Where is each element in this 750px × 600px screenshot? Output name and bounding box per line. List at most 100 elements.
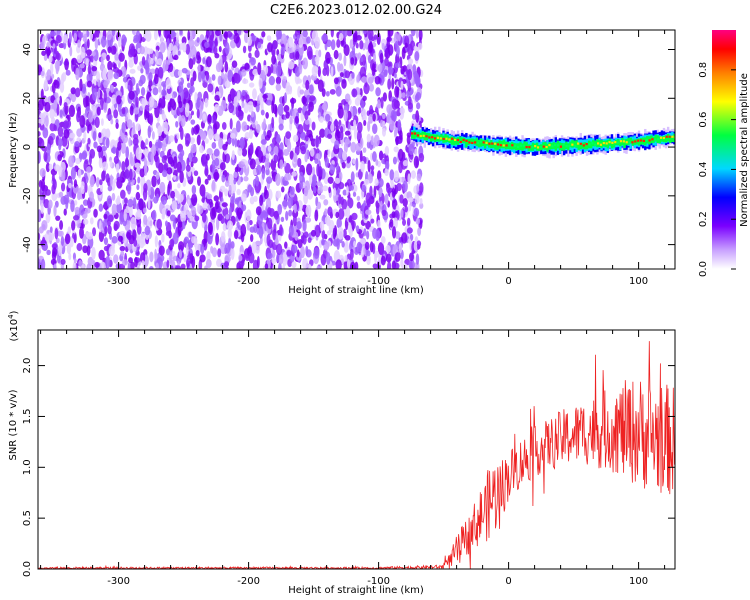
noise-speck	[323, 100, 327, 113]
noise-speck	[193, 170, 199, 177]
noise-speck	[150, 152, 154, 162]
noise-speck	[282, 253, 288, 266]
noise-speck	[204, 265, 208, 269]
noise-speck	[250, 57, 256, 66]
noise-speck	[207, 174, 212, 181]
noise-speck	[344, 70, 351, 79]
noise-speck	[299, 171, 304, 184]
noise-speck	[377, 63, 383, 73]
noise-speck	[215, 232, 220, 246]
noise-speck	[76, 128, 83, 138]
noise-speck	[202, 113, 207, 121]
noise-speck	[79, 63, 85, 69]
noise-speck	[180, 263, 186, 269]
noise-speck	[236, 188, 241, 196]
noise-speck	[40, 70, 45, 77]
signal-peak	[522, 144, 525, 147]
noise-speck	[38, 151, 41, 164]
noise-speck	[296, 249, 300, 258]
noise-speck	[80, 151, 87, 160]
signal-band-green	[498, 140, 501, 149]
noise-speck	[179, 170, 184, 184]
noise-speck	[88, 110, 94, 123]
noise-speck	[140, 141, 146, 150]
noise-speck	[225, 214, 230, 220]
noise-speck	[287, 36, 294, 48]
noise-speck	[98, 249, 105, 261]
noise-speck	[274, 238, 279, 246]
noise-speck	[89, 217, 94, 225]
noise-speck	[319, 194, 326, 200]
noise-speck	[175, 31, 179, 43]
noise-speck	[310, 147, 315, 157]
noise-speck	[70, 200, 75, 213]
noise-speck	[163, 30, 168, 39]
noise-speck	[113, 155, 119, 164]
noise-speck	[347, 223, 352, 234]
noise-speck	[140, 87, 146, 97]
noise-speck	[74, 141, 80, 147]
noise-speck	[145, 138, 149, 146]
noise-speck	[177, 183, 181, 189]
signal-peak	[494, 142, 497, 145]
noise-speck	[130, 45, 135, 57]
noise-speck	[231, 76, 235, 83]
noise-speck	[316, 265, 321, 269]
noise-speck	[233, 32, 240, 44]
signal-band-green	[515, 143, 518, 151]
noise-speck	[187, 210, 193, 219]
signal-band-green	[610, 141, 614, 149]
noise-speck	[402, 160, 409, 167]
noise-speck	[63, 129, 70, 139]
noise-speck	[220, 99, 227, 111]
signal-peak	[551, 145, 554, 148]
noise-speck	[290, 197, 294, 206]
noise-speck	[126, 232, 131, 239]
noise-speck	[275, 76, 282, 85]
noise-speck	[175, 120, 179, 128]
signal-peak	[554, 143, 557, 147]
noise-speck	[388, 73, 392, 81]
noise-speck	[354, 185, 358, 192]
noise-speck	[133, 107, 140, 115]
noise-speck	[268, 172, 272, 178]
noise-speck	[415, 253, 420, 265]
signal-peak	[562, 143, 565, 146]
noise-speck	[317, 66, 321, 78]
noise-speck	[205, 258, 212, 269]
signal-peak	[657, 137, 660, 141]
noise-speck	[241, 100, 245, 109]
noise-speck	[206, 47, 212, 53]
noise-speck	[304, 134, 309, 142]
noise-speck	[124, 157, 129, 168]
noise-speck	[115, 122, 119, 129]
noise-speck	[69, 46, 73, 57]
signal-band-green	[544, 142, 547, 150]
noise-speck	[261, 168, 266, 180]
noise-speck	[70, 166, 76, 180]
noise-speck	[197, 71, 202, 83]
noise-speck	[189, 30, 197, 39]
noise-speck	[196, 96, 201, 109]
noise-speck	[204, 168, 209, 176]
noise-speck	[116, 195, 121, 205]
noise-speck	[396, 182, 402, 192]
noise-speck	[236, 207, 243, 220]
noise-speck	[285, 131, 292, 140]
noise-speck	[329, 88, 336, 95]
signal-peak	[576, 142, 580, 145]
noise-speck	[353, 119, 357, 130]
noise-speck	[376, 32, 381, 45]
noise-speck	[62, 34, 68, 44]
signal-peak	[502, 144, 505, 147]
noise-speck	[229, 118, 233, 130]
snr-multiplier-close: )	[9, 310, 20, 314]
noise-speck	[265, 197, 272, 211]
noise-speck	[249, 196, 255, 205]
noise-speck	[42, 127, 49, 139]
noise-speck	[416, 102, 421, 110]
noise-speck	[206, 193, 213, 200]
noise-speck	[218, 46, 222, 53]
noise-speck	[365, 220, 371, 230]
noise-speck	[386, 113, 391, 124]
